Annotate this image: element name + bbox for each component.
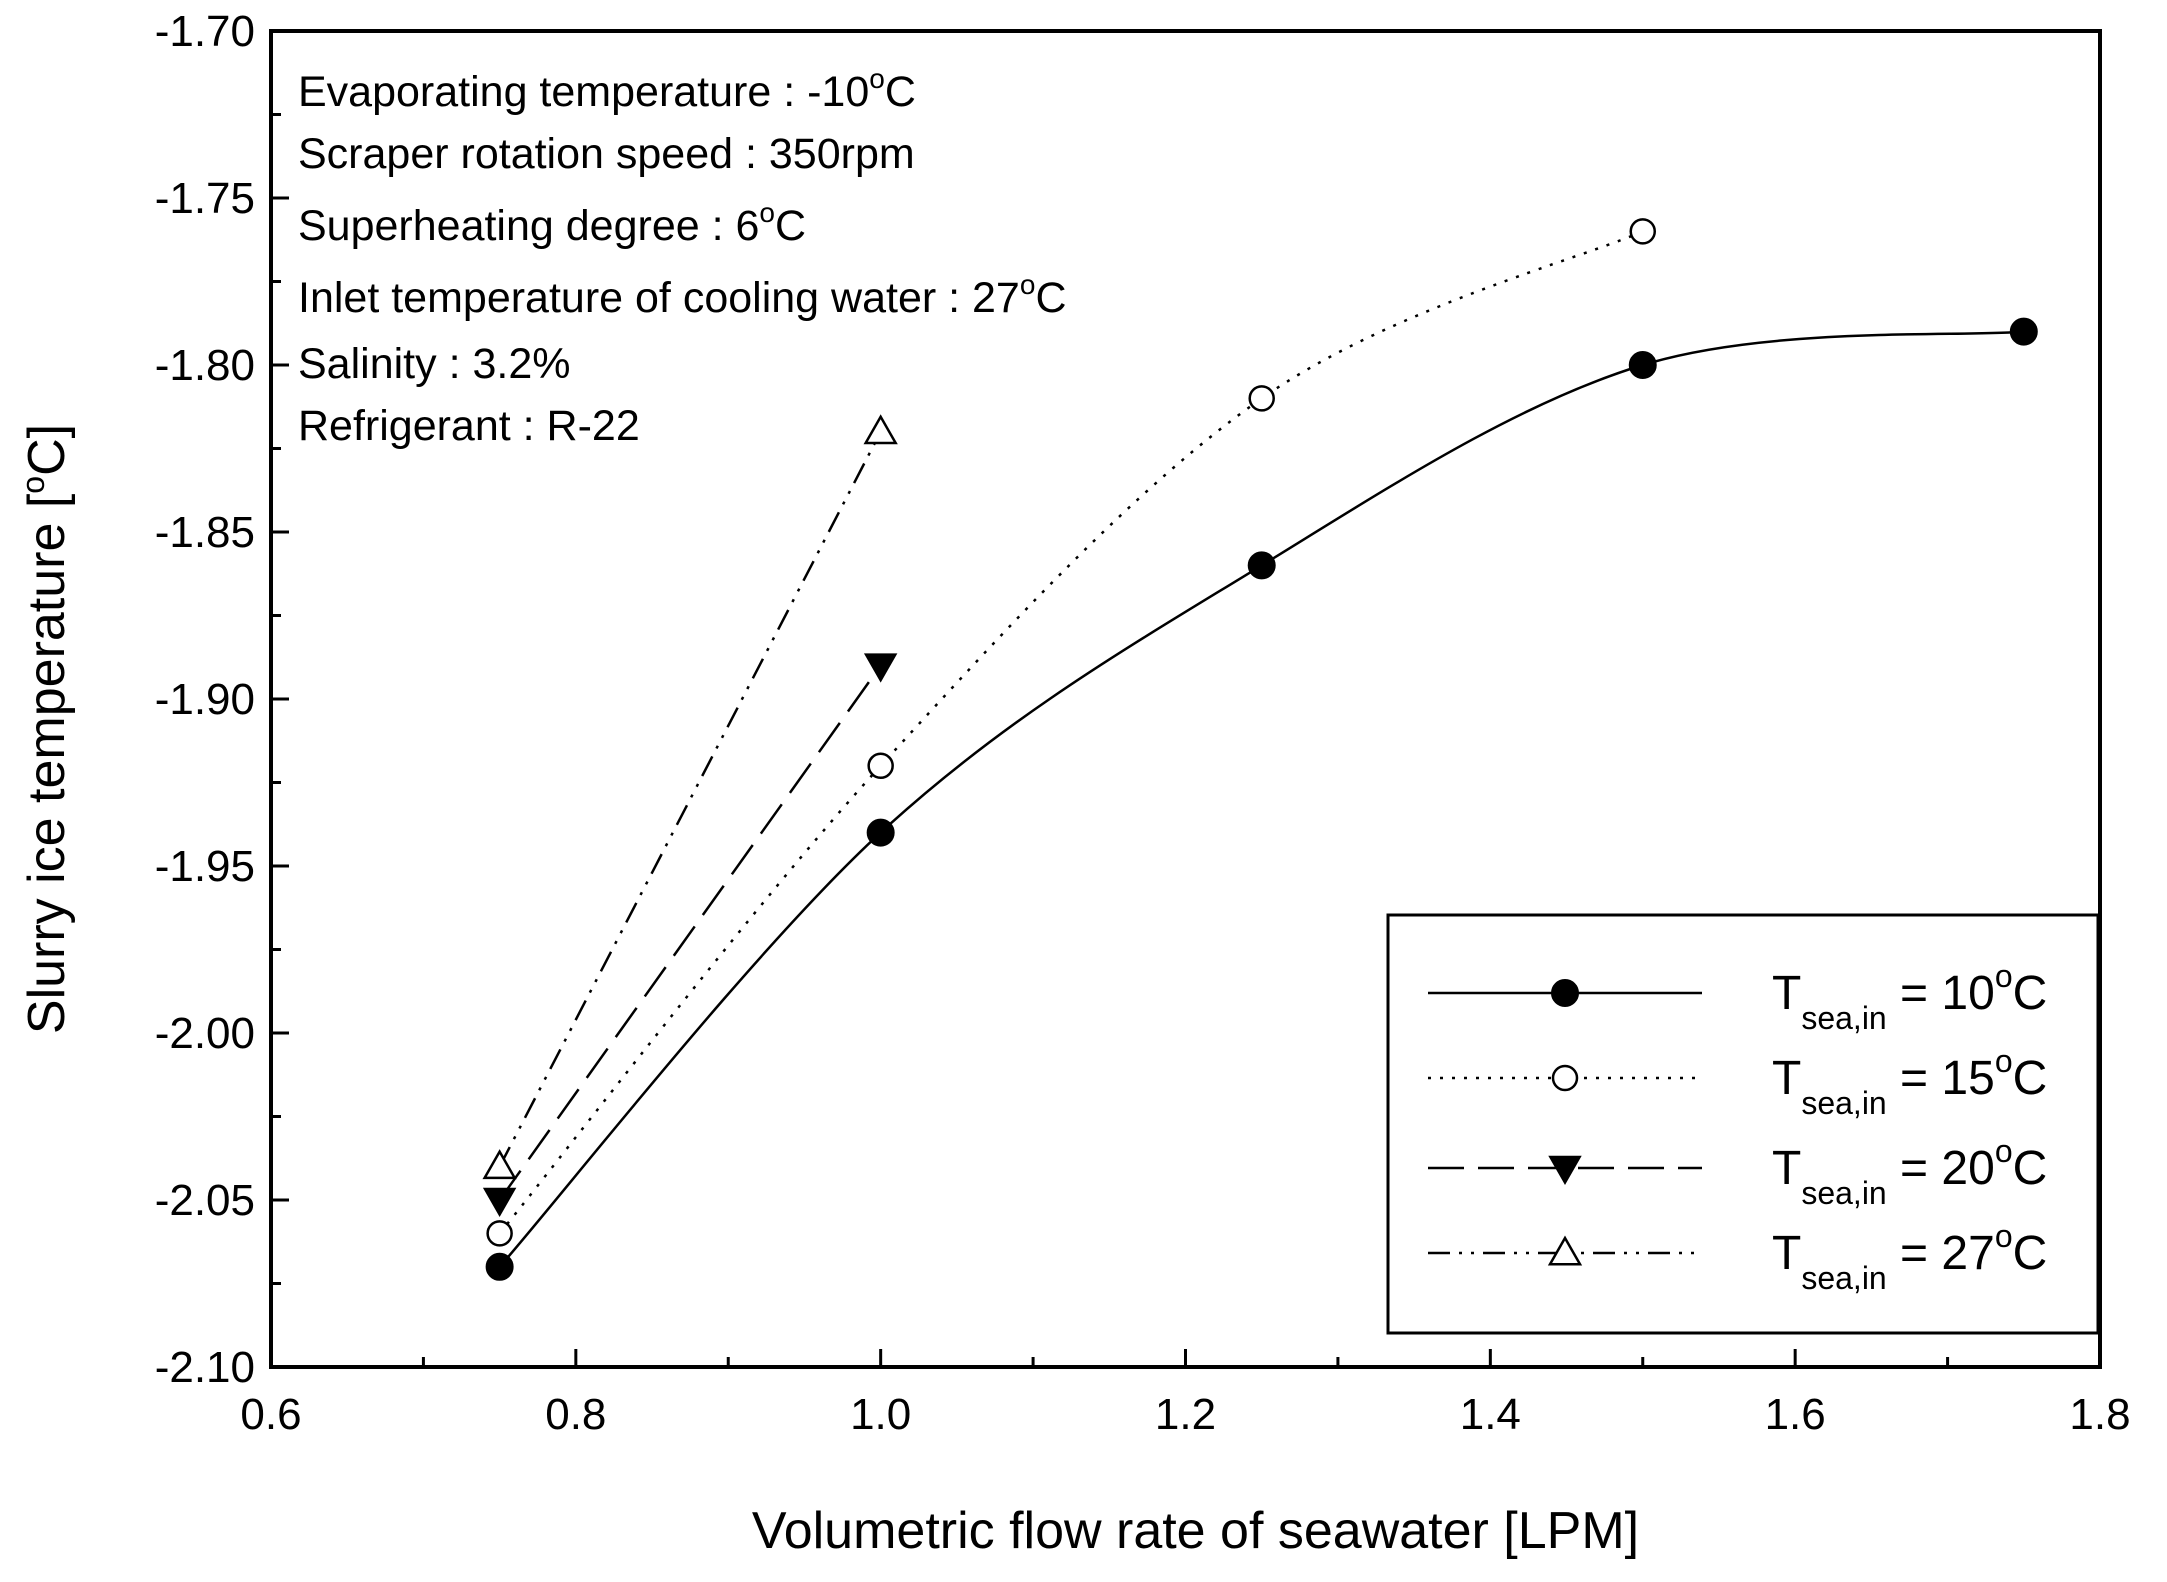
legend-entry: Tsea,in = 10oC [1428,958,2047,1036]
y-tick-label: -1.95 [155,842,255,891]
x-tick-label: 1.4 [1460,1390,1521,1439]
legend-marker [1551,979,1579,1007]
data-point [866,818,895,847]
y-tick-label: -1.75 [155,174,255,223]
legend-label: Tsea,in = 20oC [1772,1133,2047,1211]
x-tick-label: 0.6 [240,1390,301,1439]
y-tick-label: -1.85 [155,508,255,557]
legend-entry: Tsea,in = 15oC [1428,1043,2047,1121]
legend-box [1386,913,2100,1335]
x-axis-title: Volumetric flow rate of seawater [LPM] [752,1502,1639,1560]
data-point [482,1187,517,1218]
annotation-line: Salinity : 3.2% [298,340,570,388]
series-layer [482,218,2038,1281]
series-0 [485,317,2038,1281]
annotation-line: Evaporating temperature : -10oC [298,63,916,116]
x-tick-label: 1.6 [1765,1390,1826,1439]
data-point [485,1252,514,1281]
legend-marker [1551,1064,1579,1092]
annotation-line: Inlet temperature of cooling water : 27o… [298,269,1067,322]
legend-marker [1547,1235,1583,1266]
series-3 [482,414,898,1180]
legend-label: Tsea,in = 27oC [1772,1218,2047,1296]
annotation-line: Refrigerant : R-22 [298,402,640,450]
data-point [867,752,894,780]
annotation-line: Superheating degree : 6oC [298,197,806,250]
y-tick-label: -1.70 [155,7,255,56]
legend-label: Tsea,in = 15oC [1772,1043,2047,1121]
data-point [486,1220,513,1247]
y-tick-label: -1.90 [155,675,255,724]
y-tick-label: -2.05 [155,1176,255,1225]
axes-layer: 0.6 0.8 1.0 1.2 1.4 1.6 1.8 -1.70 -1.75 -1.80 -1.8… [15,7,2131,1560]
legend-label: Tsea,in = 10oC [1772,958,2047,1036]
data-point [863,414,898,445]
data-point [1247,551,1276,580]
series-1 [486,218,1656,1247]
y-tick-label: -2.00 [155,1009,255,1058]
x-tick-label: 1.0 [850,1390,911,1439]
data-point [1248,385,1275,412]
data-point [1629,218,1656,245]
series-line [498,330,2024,1268]
annotations-layer: Evaporating temperature : -10oC Scraper r… [298,63,1067,450]
y-tick-label: -1.80 [155,341,255,390]
legend-marker [1548,1155,1582,1186]
legend-entry: Tsea,in = 20oC [1428,1133,2047,1211]
data-point [482,1149,517,1180]
annotation-line: Scraper rotation speed : 350rpm [298,130,915,178]
x-tick-label: 1.2 [1155,1390,1216,1439]
x-tick-label: 0.8 [545,1390,606,1439]
y-tick-label: -2.10 [155,1343,255,1392]
series-line [498,664,882,1201]
series-2 [482,653,898,1218]
data-point [2009,317,2038,346]
y-axis-title: Slurry ice temperature [oC] [15,424,76,1034]
legend-entry: Tsea,in = 27oC [1428,1218,2047,1296]
x-tick-label: 1.8 [2069,1390,2130,1439]
data-point [1628,351,1657,379]
data-point [863,653,898,683]
